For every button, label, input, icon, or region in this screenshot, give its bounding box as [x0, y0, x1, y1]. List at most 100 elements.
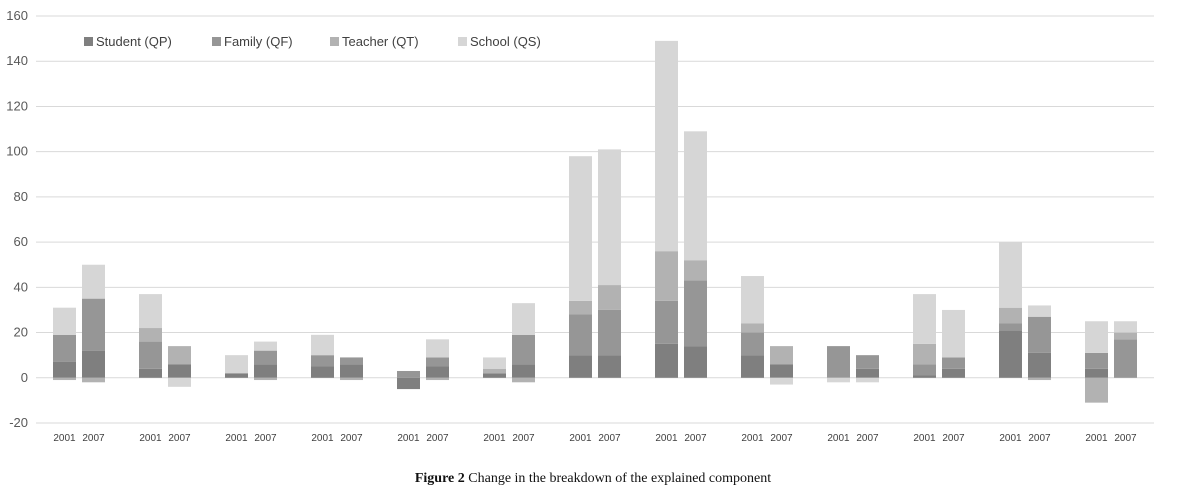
x-category-label: 2001 [913, 433, 936, 444]
legend-label: Teacher (QT) [342, 34, 419, 49]
bar-segment [512, 377, 535, 383]
bar-segment [598, 355, 621, 378]
bar-segment [684, 260, 707, 281]
bar-segment [1028, 352, 1051, 378]
bar-segment [426, 366, 449, 378]
bar-stack [684, 131, 707, 378]
legend-item: Teacher (QT) [330, 34, 419, 49]
bar-segment [913, 364, 936, 376]
x-category-label: 2007 [1114, 433, 1137, 444]
x-category-label: 2007 [942, 433, 965, 444]
bar-stack [655, 40, 678, 378]
bar-stack [311, 334, 334, 378]
bar-segment [254, 350, 277, 365]
figure-caption: Figure 2 Change in the breakdown of the … [0, 471, 1186, 487]
bar-segment [254, 377, 277, 381]
y-tick-label: 140 [6, 53, 28, 68]
bar-segment [311, 355, 334, 367]
bar-segment [569, 314, 592, 356]
bar-segment [483, 373, 506, 378]
bar-segment [942, 368, 965, 378]
bar-segment [82, 350, 105, 378]
y-tick-label: 120 [6, 98, 28, 113]
x-axis-category-labels: 2001 2007 2001 2007 2001 2007 2001 2007 2001 2007… [53, 433, 1137, 444]
x-category-label: 2001 [827, 433, 850, 444]
bar-segment [1085, 352, 1108, 369]
bar-segment [942, 309, 965, 358]
bar-segment [598, 149, 621, 286]
x-category-label: 2001 [53, 433, 76, 444]
bar-segment [1085, 321, 1108, 353]
bar-segment [569, 156, 592, 301]
bar-segment [569, 355, 592, 378]
legend-swatch [84, 37, 93, 46]
bar-segment [913, 294, 936, 344]
bar-segment [655, 300, 678, 344]
bar-stack [1085, 321, 1108, 403]
bar-segment [655, 40, 678, 252]
bar-stack [999, 242, 1022, 378]
bar-segment [741, 323, 764, 333]
bar-segment [913, 343, 936, 365]
bar-stack [397, 370, 420, 390]
bar-stack [942, 309, 965, 378]
bar-segment [770, 377, 793, 385]
x-category-label: 2001 [741, 433, 764, 444]
bar-segment [397, 377, 420, 390]
bar-segment [856, 355, 879, 369]
bar-segment [53, 377, 76, 381]
bar-segment [340, 357, 363, 365]
x-category-label: 2007 [82, 433, 105, 444]
bar-segment [168, 346, 191, 365]
bar-segment [512, 364, 535, 378]
bar-stack [254, 341, 277, 381]
x-category-label: 2007 [340, 433, 363, 444]
bar-stack [512, 303, 535, 383]
bar-stacks [53, 40, 1137, 403]
bar-segment [139, 294, 162, 329]
y-tick-label: 160 [6, 8, 28, 23]
x-category-label: 2001 [569, 433, 592, 444]
bar-segment [999, 242, 1022, 308]
bar-segment [684, 280, 707, 347]
x-category-label: 2001 [483, 433, 506, 444]
bar-stack [426, 339, 449, 381]
bar-segment [856, 377, 879, 383]
x-category-label: 2001 [311, 433, 334, 444]
bar-stack [483, 357, 506, 378]
bar-segment [168, 364, 191, 378]
bar-stack [168, 346, 191, 387]
bar-segment [999, 307, 1022, 324]
bar-segment [684, 346, 707, 378]
y-tick-label: -20 [9, 415, 28, 430]
bar-stack [1114, 321, 1137, 378]
figure-caption-text: Change in the breakdown of the explained… [468, 471, 772, 486]
bar-segment [512, 303, 535, 335]
bar-segment [655, 251, 678, 301]
bar-stack [340, 357, 363, 381]
x-category-label: 2001 [397, 433, 420, 444]
bar-segment [741, 355, 764, 378]
y-axis-tick-labels: -20 0 20 40 60 80 100 120 140 160 [6, 8, 28, 430]
bar-segment [913, 375, 936, 378]
bar-segment [82, 377, 105, 383]
x-category-label: 2001 [655, 433, 678, 444]
bar-stack [598, 149, 621, 378]
bar-segment [426, 357, 449, 367]
bar-segment [770, 364, 793, 378]
y-tick-label: 20 [14, 325, 28, 340]
legend-swatch [212, 37, 221, 46]
bar-segment [856, 368, 879, 378]
bar-stack [53, 307, 76, 381]
legend-label: Family (QF) [224, 34, 293, 49]
bar-segment [483, 357, 506, 369]
bar-segment [254, 341, 277, 351]
bar-segment [1114, 321, 1137, 333]
bar-segment [82, 264, 105, 299]
x-category-label: 2007 [684, 433, 707, 444]
x-category-label: 2007 [598, 433, 621, 444]
bar-stack [770, 346, 793, 385]
x-category-label: 2001 [1085, 433, 1108, 444]
bar-segment [741, 276, 764, 324]
